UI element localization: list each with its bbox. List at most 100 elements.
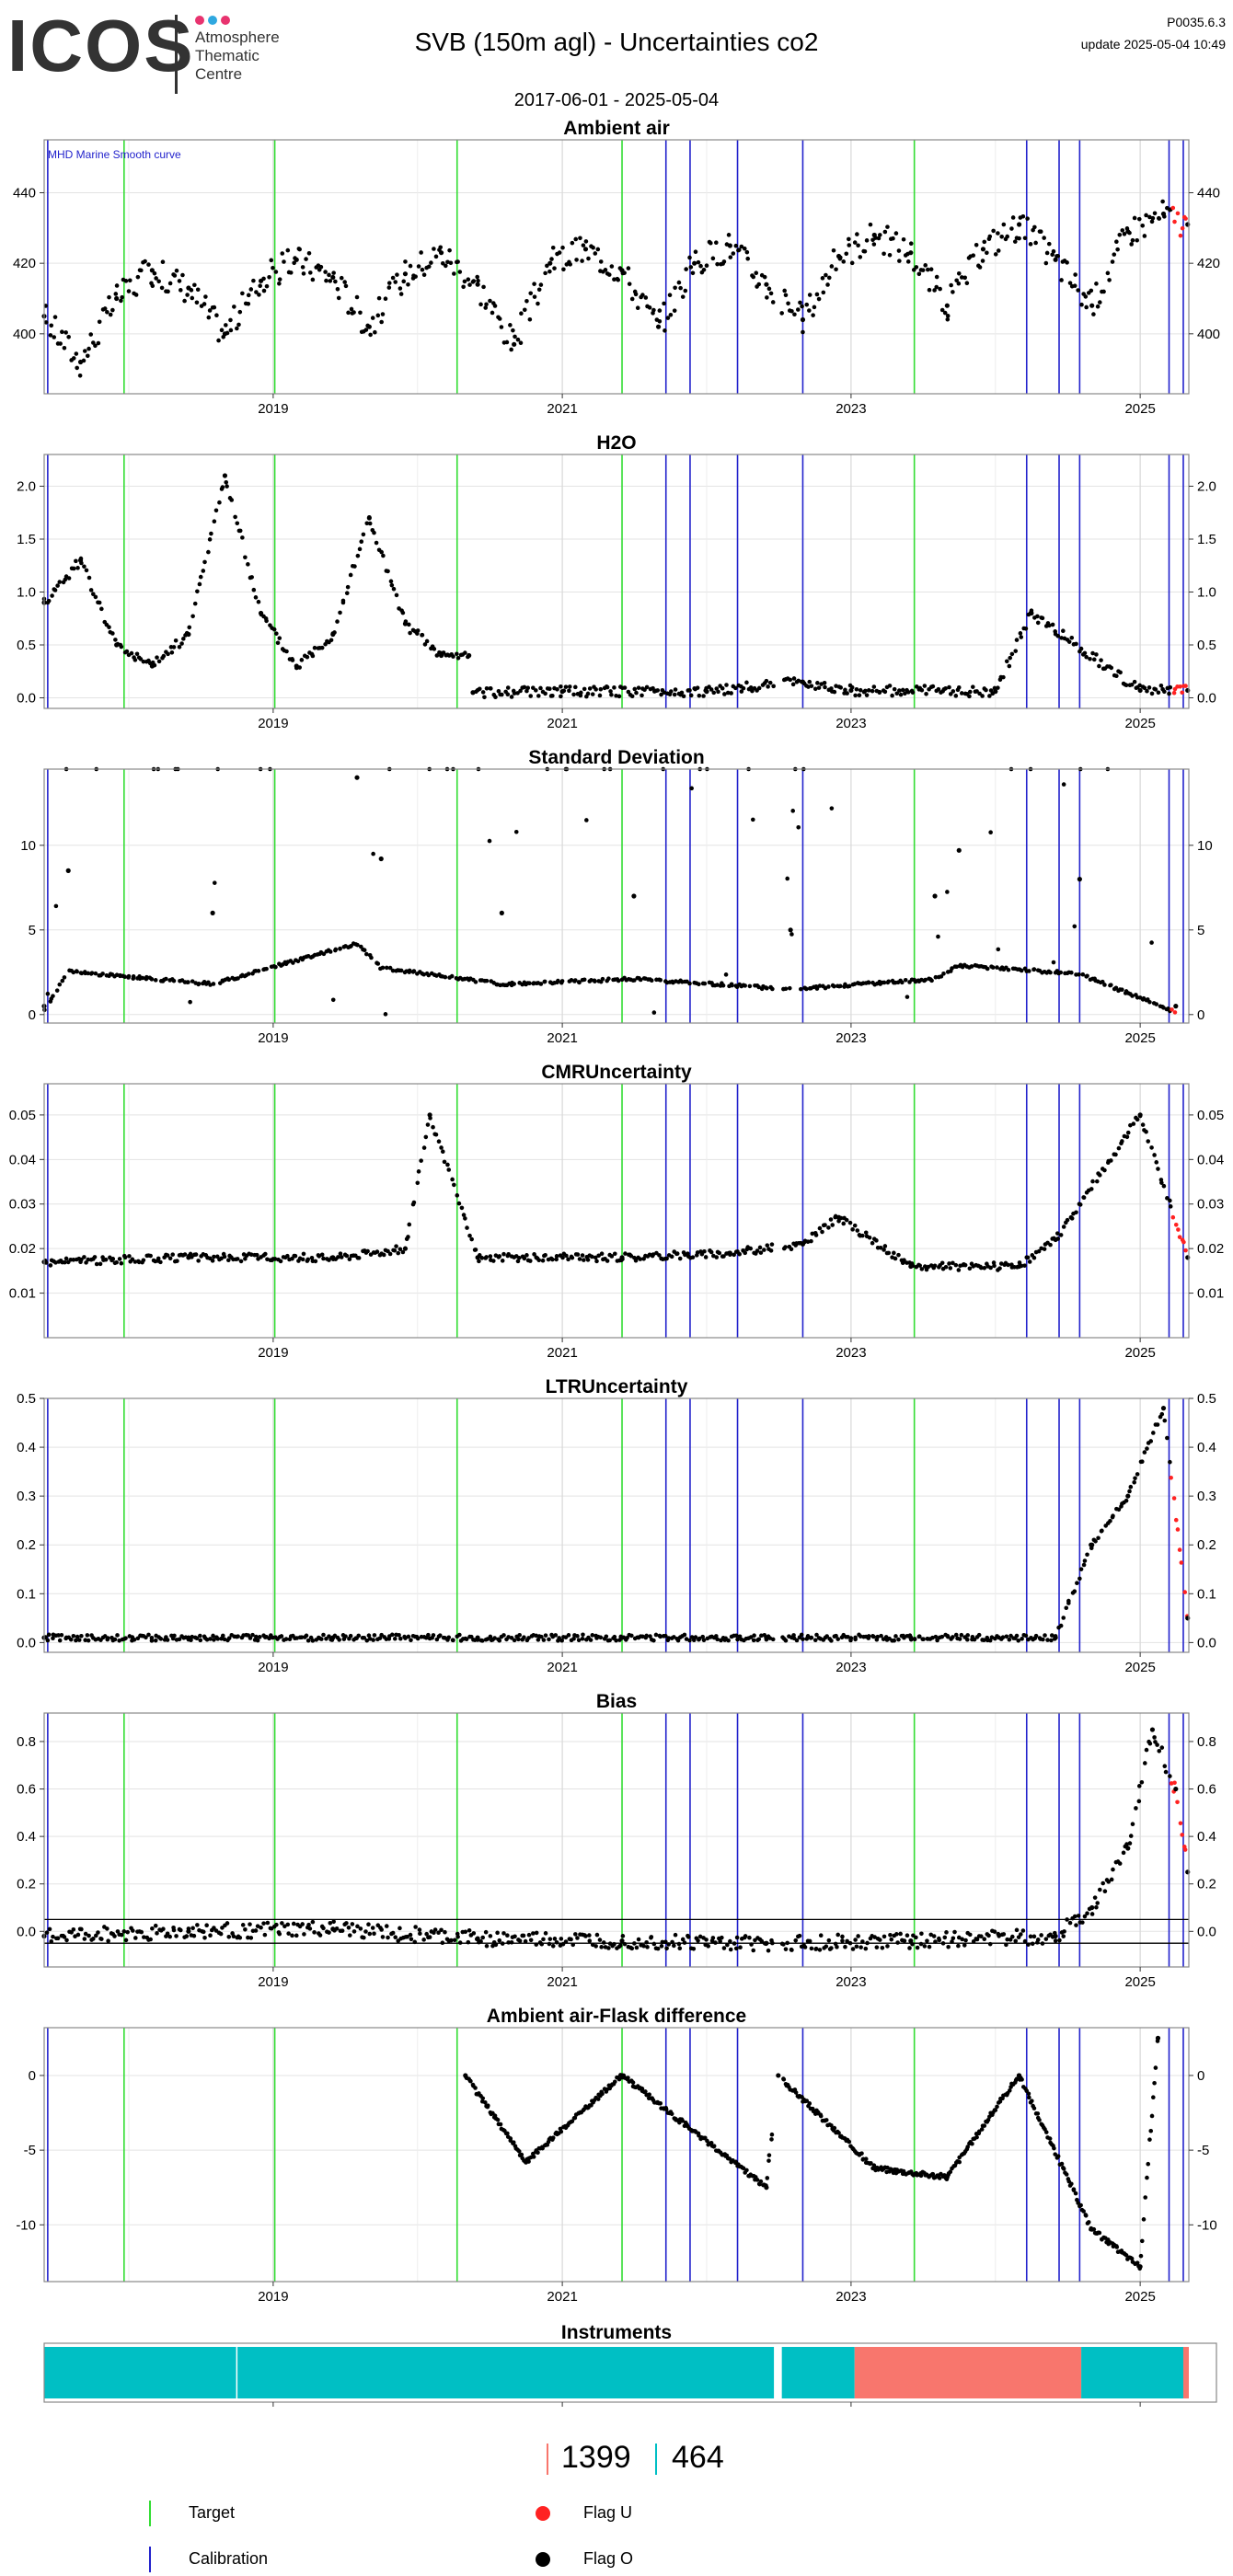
data-point — [939, 974, 944, 979]
data-point — [893, 1634, 898, 1639]
data-point — [313, 1259, 318, 1264]
data-point — [73, 1934, 77, 1939]
data-point — [114, 1259, 119, 1265]
data-point — [543, 270, 547, 276]
data-point — [473, 1248, 478, 1252]
data-point — [672, 1943, 676, 1949]
data-point — [1131, 1121, 1136, 1126]
data-point — [304, 1633, 309, 1639]
data-point — [647, 305, 652, 310]
data-point — [896, 1252, 901, 1258]
data-point — [1095, 304, 1100, 309]
data-point — [769, 2132, 775, 2137]
data-point — [643, 295, 649, 300]
y-tick-label: 0.4 — [17, 1440, 36, 1455]
data-point — [922, 1944, 928, 1949]
data-point — [408, 263, 413, 269]
data-point — [1078, 1567, 1084, 1571]
data-point — [375, 313, 381, 318]
data-point — [330, 1255, 336, 1260]
data-point — [944, 303, 950, 308]
chart-title: Standard Deviation — [528, 747, 704, 768]
data-point — [475, 1635, 480, 1640]
data-point — [629, 694, 635, 699]
data-point — [616, 694, 622, 699]
data-point — [1031, 2106, 1037, 2110]
data-point — [726, 1638, 731, 1643]
data-point — [531, 2155, 536, 2159]
data-point — [820, 276, 825, 281]
data-point — [860, 1233, 865, 1238]
data-point — [99, 606, 104, 612]
data-point — [386, 1935, 390, 1940]
data-point — [79, 1633, 84, 1639]
data-point — [714, 1255, 720, 1259]
instruments-panel: Instruments2019202120232025 — [43, 2322, 1217, 2410]
data-point — [587, 1938, 593, 1943]
data-point — [229, 498, 235, 502]
data-point — [832, 983, 836, 989]
data-point — [321, 1632, 326, 1638]
data-point — [916, 271, 922, 277]
data-point — [793, 1938, 799, 1943]
data-point — [1100, 1880, 1106, 1886]
data-point — [1161, 1183, 1167, 1189]
data-point — [165, 1253, 170, 1258]
data-point — [633, 1258, 639, 1263]
data-point — [764, 1635, 769, 1640]
data-point — [721, 1254, 726, 1259]
data-point — [934, 274, 939, 280]
data-point — [812, 305, 817, 310]
data-point — [554, 1257, 559, 1262]
data-point — [1157, 1748, 1162, 1754]
data-point — [1069, 1216, 1075, 1221]
data-point — [1097, 1173, 1102, 1178]
data-point — [687, 1638, 692, 1643]
data-point — [248, 1922, 252, 1926]
data-point — [512, 691, 517, 696]
y-tick-label: -10 — [1197, 2217, 1217, 2233]
data-point — [505, 685, 511, 690]
data-point — [327, 272, 331, 278]
data-point — [841, 1221, 847, 1226]
data-point — [590, 1633, 595, 1638]
data-point — [1162, 689, 1167, 695]
data-point — [820, 1229, 824, 1235]
data-point — [1139, 1459, 1145, 1465]
data-point — [86, 1933, 91, 1938]
data-point — [141, 1258, 146, 1263]
data-point — [358, 1926, 363, 1931]
data-point — [380, 965, 386, 971]
data-point — [484, 1943, 490, 1949]
data-point — [834, 684, 838, 688]
data-point — [333, 279, 338, 284]
data-point — [153, 1923, 158, 1928]
data-point — [1147, 1741, 1153, 1746]
data-point — [1137, 683, 1142, 688]
data-point — [201, 569, 206, 573]
data-point — [1053, 257, 1058, 262]
data-point — [971, 253, 976, 258]
data-point — [500, 692, 504, 697]
data-point — [148, 1253, 153, 1259]
data-point — [806, 684, 811, 689]
data-point — [527, 1259, 533, 1263]
data-point — [132, 1637, 137, 1642]
plot-frame — [43, 2027, 1190, 2283]
plot-frame — [43, 2342, 1217, 2403]
data-point — [340, 598, 346, 604]
data-point — [554, 1939, 559, 1945]
data-point — [294, 257, 299, 262]
data-point — [364, 521, 370, 526]
data-point — [438, 245, 444, 250]
data-point — [107, 625, 111, 630]
data-point — [527, 981, 532, 986]
data-point — [1159, 1411, 1165, 1417]
data-point — [877, 1938, 882, 1942]
data-point — [649, 1935, 654, 1939]
data-point — [871, 1634, 876, 1639]
data-point — [1019, 635, 1024, 639]
data-point — [186, 631, 191, 638]
data-point — [824, 1944, 829, 1949]
data-point — [1094, 652, 1099, 657]
